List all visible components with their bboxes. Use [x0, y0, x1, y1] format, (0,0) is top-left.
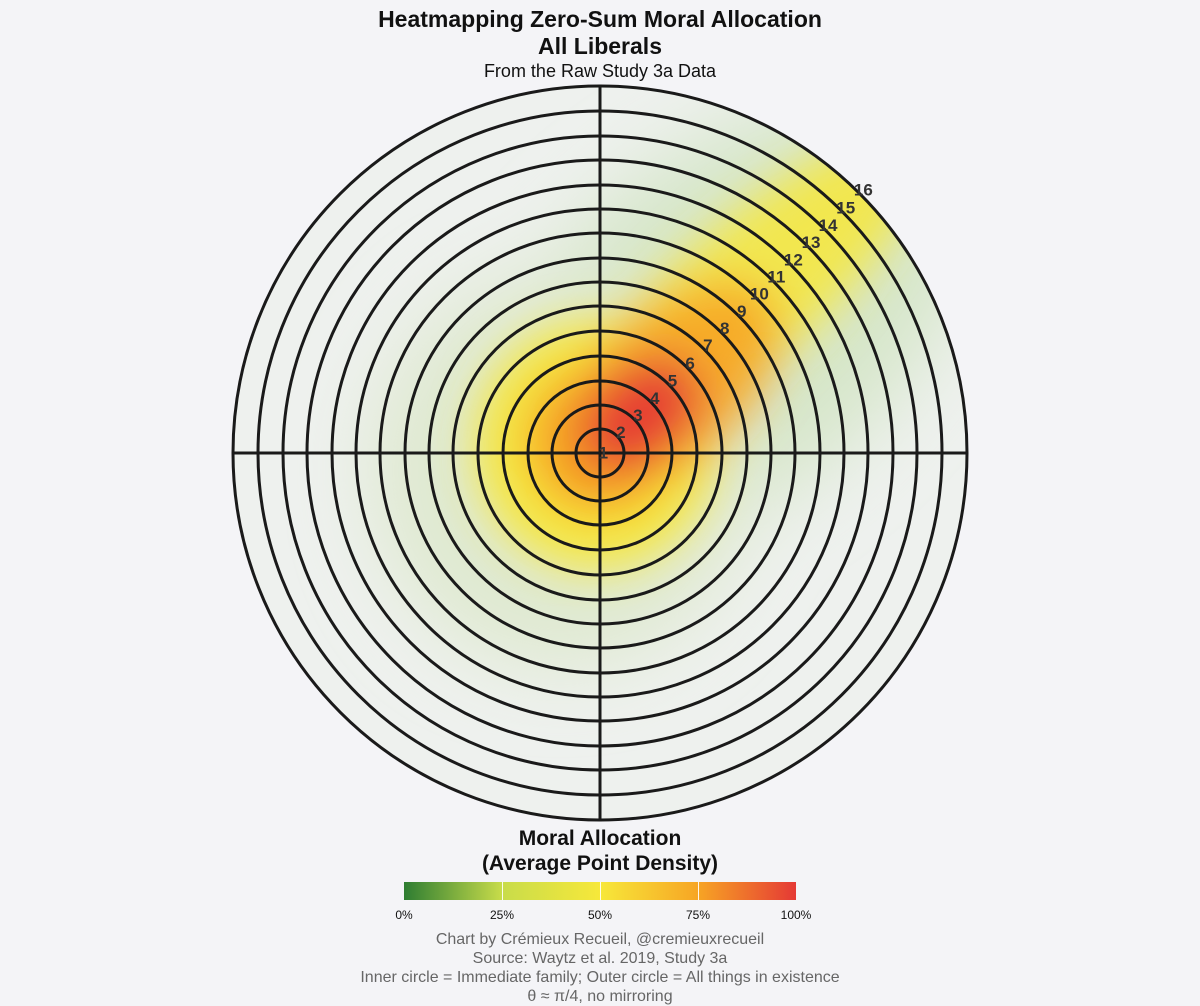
- ring-label-5: 5: [668, 372, 677, 391]
- ring-label-4: 4: [650, 389, 660, 408]
- chart-title-group: All Liberals: [538, 33, 662, 59]
- legend-title: Moral Allocation (Average Point Density): [0, 826, 1200, 876]
- ring-label-16: 16: [854, 181, 873, 200]
- chart-subtitle: From the Raw Study 3a Data: [483, 61, 717, 81]
- caption-legend-note: Inner circle = Immediate family; Outer c…: [360, 969, 840, 986]
- ring-label-8: 8: [720, 319, 729, 338]
- colorbar-tick-label: 75%: [685, 908, 711, 922]
- axis-lines: [233, 86, 967, 820]
- ring-label-2: 2: [616, 423, 625, 442]
- colorbar-tick-label: 50%: [587, 908, 613, 922]
- ring-label-11: 11: [767, 268, 785, 287]
- colorbar-divider: [698, 882, 699, 900]
- chart-title: Heatmapping Zero-Sum Moral Allocation: [378, 6, 822, 32]
- caption-source: Source: Waytz et al. 2019, Study 3a: [472, 950, 728, 967]
- colorbar-tick-label: 25%: [489, 908, 515, 922]
- colorbar-divider: [502, 882, 503, 900]
- ring-label-13: 13: [802, 233, 821, 252]
- ring-label-14: 14: [819, 216, 838, 235]
- ring-label-7: 7: [703, 336, 712, 355]
- colorbar-tick-label: 0%: [395, 908, 413, 922]
- title-block: Heatmapping Zero-Sum Moral Allocation Al…: [0, 6, 1200, 82]
- ring-label-9: 9: [737, 302, 746, 321]
- ring-label-6: 6: [685, 354, 694, 373]
- ring-label-1: 1: [599, 444, 608, 463]
- legend-title-line1: Moral Allocation: [518, 827, 682, 850]
- ring-label-10: 10: [750, 285, 769, 304]
- caption-credit: Chart by Crémieux Recueil, @cremieuxrecu…: [435, 931, 765, 948]
- caption: Chart by Crémieux Recueil, @cremieuxrecu…: [0, 930, 1200, 1006]
- ring-label-3: 3: [633, 406, 642, 425]
- ring-label-15: 15: [836, 198, 855, 217]
- legend-title-line2: (Average Point Density): [481, 852, 719, 875]
- colorbar-divider: [600, 882, 601, 900]
- caption-angle-note: θ ≈ π/4, no mirroring: [527, 988, 673, 1005]
- ring-label-12: 12: [784, 251, 803, 270]
- density-layer: [233, 86, 967, 820]
- colorbar: [404, 882, 796, 900]
- colorbar-tick-label: 100%: [780, 908, 812, 922]
